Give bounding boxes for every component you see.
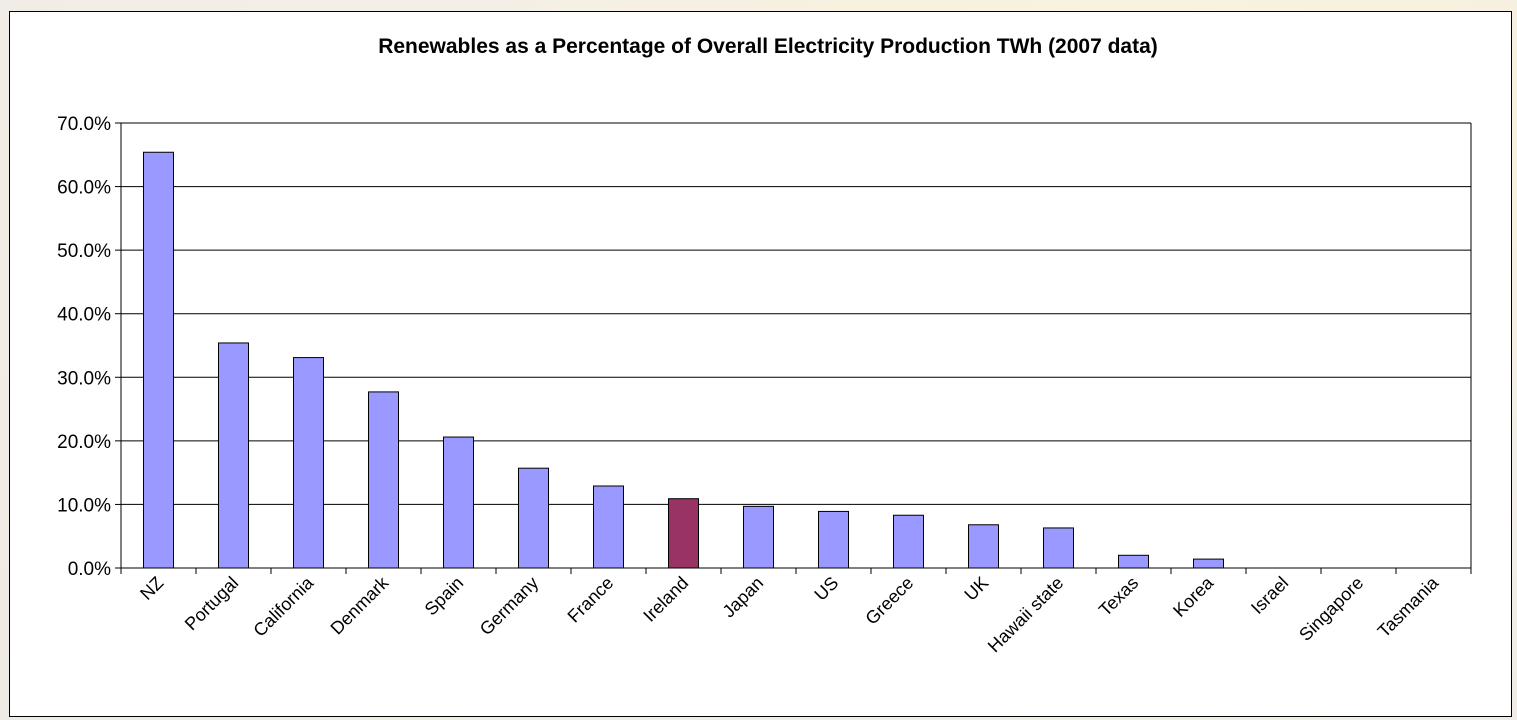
x-category-label: NZ <box>136 573 167 604</box>
chart-area <box>9 11 1512 717</box>
bar-california <box>293 357 324 569</box>
bar-greece <box>893 514 924 569</box>
y-axis-tick-labels: 0.0% 10.0% 20.0% 30.0% 40.0% 50.0% 60.0% 70.0% <box>57 114 111 580</box>
x-category-label: Spain <box>421 573 468 620</box>
y-tick-label: 40.0% <box>57 305 111 326</box>
bar-korea <box>1193 558 1224 569</box>
x-category-label: Singapore <box>1295 573 1367 645</box>
bars <box>143 151 1224 569</box>
bar-hawaii-state <box>1043 527 1074 569</box>
x-category-label: Denmark <box>327 572 393 638</box>
bar-spain <box>443 436 474 569</box>
x-category-label: Israel <box>1247 573 1292 618</box>
bar-nz <box>143 151 174 569</box>
axes <box>115 122 1472 574</box>
x-category-label: UK <box>960 573 992 605</box>
x-category-label: Japan <box>719 573 768 622</box>
y-tick-label: 50.0% <box>57 241 111 262</box>
x-axis-category-labels: NZ Portugal California Denmark Spain Germany F… <box>136 572 1443 656</box>
y-tick-label: 30.0% <box>57 368 111 389</box>
x-category-label: Korea <box>1169 572 1218 621</box>
y-tick-label: 10.0% <box>57 495 111 516</box>
bar-uk <box>968 524 999 569</box>
bar-japan <box>743 505 774 569</box>
bar-us <box>818 510 849 569</box>
x-category-label: Greece <box>861 573 917 629</box>
bar-portugal <box>218 342 249 569</box>
x-category-label: US <box>810 573 842 605</box>
x-category-label: Tasmania <box>1374 572 1443 641</box>
x-category-label: Germany <box>476 573 542 639</box>
chart-title: Renewables as a Percentage of Overall El… <box>378 35 1158 58</box>
x-category-label: Portugal <box>181 573 243 635</box>
x-category-label: Hawaii state <box>984 573 1067 656</box>
bar-france <box>593 485 624 569</box>
gridlines <box>121 122 1471 505</box>
y-tick-label: 60.0% <box>57 178 111 199</box>
x-category-label: Texas <box>1095 573 1142 620</box>
x-category-label: France <box>564 573 618 627</box>
x-category-label: Ireland <box>639 573 692 626</box>
bar-germany <box>518 467 549 569</box>
y-tick-label: 0.0% <box>68 559 111 580</box>
bar-texas <box>1118 554 1149 569</box>
y-tick-label: 70.0% <box>57 114 111 135</box>
y-tick-label: 20.0% <box>57 432 111 453</box>
bar-denmark <box>368 391 399 569</box>
x-category-label: California <box>249 572 318 641</box>
bar-ireland <box>668 498 699 569</box>
